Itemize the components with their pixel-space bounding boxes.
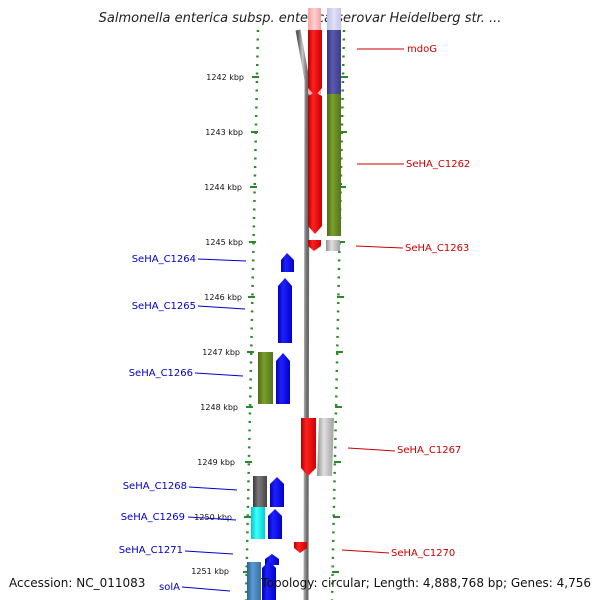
- scale-label: 1245 kbp: [205, 238, 243, 247]
- block-cyan: [251, 507, 265, 539]
- scale-label: 1244 kbp: [204, 183, 242, 192]
- scale-label: 1246 kbp: [204, 293, 242, 302]
- gene-SeHA_C1266[interactable]: [276, 353, 290, 404]
- accession-text: Accession: NC_011083: [9, 576, 145, 590]
- dotted-boundary-right: [330, 29, 346, 600]
- topology-text: Topology: circular; Length: 4,888,768 bp…: [260, 576, 591, 590]
- left-gene-labels: SeHA_C1264 SeHA_C1265 SeHA_C1266 SeHA_C1…: [119, 254, 247, 593]
- gene-label-SeHA_C1270[interactable]: SeHA_C1270: [391, 548, 455, 559]
- scale-label: 1251 kbp: [191, 567, 229, 576]
- gene-solA[interactable]: [262, 561, 276, 600]
- scale-label: 1248 kbp: [200, 403, 238, 412]
- boundary-ticks: [243, 76, 348, 573]
- chromosome-backbone: [295, 29, 310, 600]
- gene-label-SeHA_C1266[interactable]: SeHA_C1266: [129, 368, 193, 379]
- block-dark-gray: [253, 476, 267, 507]
- gene-label-solA[interactable]: solA: [159, 582, 180, 593]
- gene-SeHA_C1270[interactable]: [294, 542, 307, 553]
- gene-label-SeHA_C1265[interactable]: SeHA_C1265: [132, 301, 196, 312]
- gene-mdoG[interactable]: [308, 8, 322, 96]
- scale-label: 1242 kbp: [206, 73, 244, 82]
- gene-label-SeHA_C1267[interactable]: SeHA_C1267: [397, 445, 461, 456]
- gene-SeHA_C1264[interactable]: [281, 253, 294, 272]
- scale-label: 1250 kbp: [194, 513, 232, 522]
- block-olive-left: [258, 352, 273, 404]
- scale-label: 1243 kbp: [205, 128, 243, 137]
- scale-label: 1247 kbp: [202, 348, 240, 357]
- block-gray-large: [317, 418, 334, 476]
- block-gray-small: [326, 240, 340, 251]
- gene-label-mdoG[interactable]: mdoG: [407, 44, 437, 55]
- gene-SeHA_C1262[interactable]: [308, 92, 322, 234]
- right-gene-labels: mdoG SeHA_C1262 SeHA_C1263 SeHA_C1267 Se…: [341, 44, 470, 559]
- gene-label-SeHA_C1268[interactable]: SeHA_C1268: [123, 481, 187, 492]
- block-purple: [327, 8, 341, 94]
- gene-label-SeHA_C1262[interactable]: SeHA_C1262: [406, 159, 470, 170]
- gene-SeHA_C1267[interactable]: [301, 418, 316, 476]
- gene-label-SeHA_C1269[interactable]: SeHA_C1269: [121, 512, 185, 523]
- gene-SeHA_C1263[interactable]: [308, 240, 321, 251]
- block-steel: [247, 562, 261, 600]
- gene-SeHA_C1265[interactable]: [278, 278, 292, 343]
- block-olive-right: [327, 94, 341, 236]
- scale-labels: 1242 kbp 1243 kbp 1244 kbp 1245 kbp 1246…: [191, 73, 244, 576]
- gene-label-SeHA_C1271[interactable]: SeHA_C1271: [119, 545, 183, 556]
- gene-label-SeHA_C1263[interactable]: SeHA_C1263: [405, 243, 469, 254]
- gene-label-SeHA_C1264[interactable]: SeHA_C1264: [132, 254, 196, 265]
- scale-label: 1249 kbp: [197, 458, 235, 467]
- gene-SeHA_C1268[interactable]: [270, 477, 284, 507]
- genome-title: Salmonella enterica subsp. enterica sero…: [99, 11, 502, 26]
- gene-SeHA_C1269[interactable]: [268, 509, 282, 539]
- dotted-boundary-left: [244, 29, 260, 600]
